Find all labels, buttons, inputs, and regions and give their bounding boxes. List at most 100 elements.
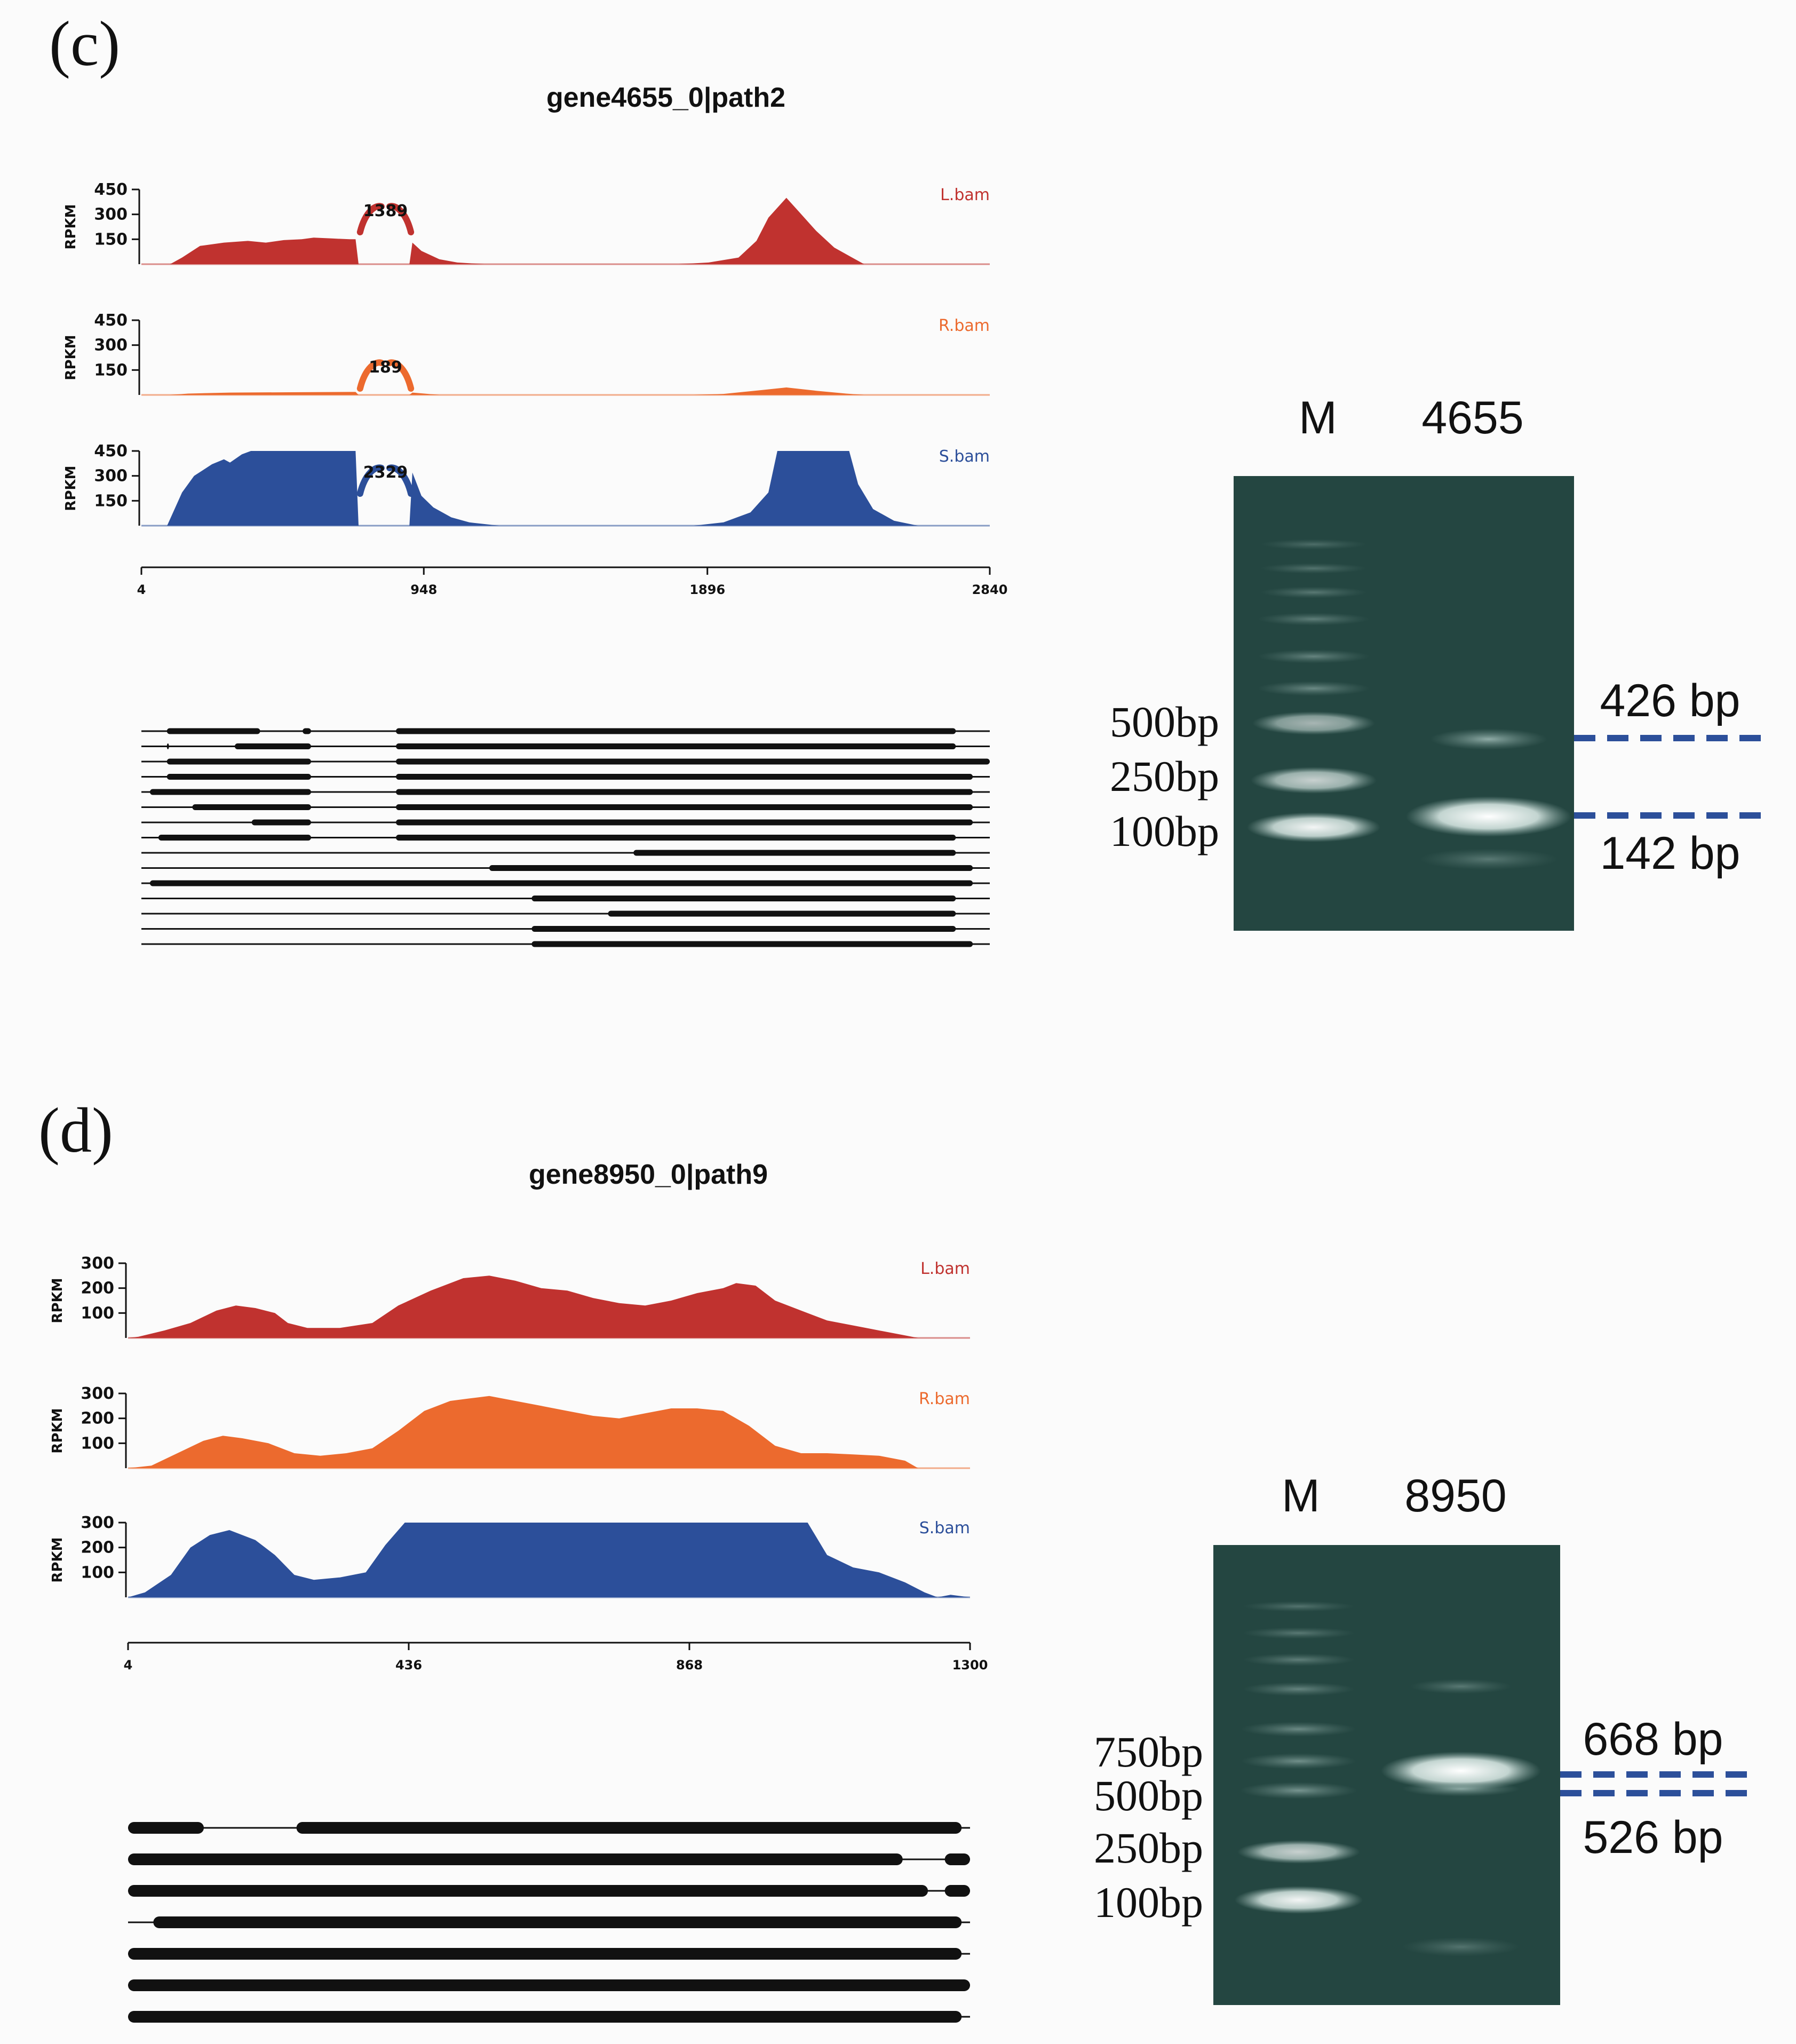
isoform-model	[141, 880, 990, 886]
exon-block	[149, 880, 973, 886]
panel-d: (d) gene8950_0|path9 300200100RPKML.bam3…	[38, 1095, 1755, 2023]
sample-band-faint	[1410, 1679, 1512, 1694]
isoform-model	[128, 1916, 970, 1928]
marker-label: 250bp	[1110, 752, 1219, 801]
exon-block	[489, 865, 973, 871]
band-size-label: 526 bp	[1583, 1812, 1723, 1863]
coverage-area	[141, 387, 990, 395]
exon-block	[128, 2011, 962, 2023]
y-axis-label: RPKM	[63, 204, 79, 249]
exon-block	[531, 896, 956, 901]
exon-block	[396, 774, 973, 780]
marker-label: 250bp	[1094, 1824, 1203, 1872]
exon-block	[296, 1822, 962, 1834]
genomic-x-axis: 4 436 868 1300	[124, 1642, 988, 1673]
y-tick-label: 300	[81, 1254, 114, 1273]
isoform-structures	[128, 1822, 970, 2023]
panel-c: (c) gene4655_0|path2 450 300 150 RPKM L.bam 1…	[49, 8, 1766, 947]
ladder-band	[1247, 812, 1380, 842]
x-tick-label: 1300	[952, 1658, 988, 1673]
band-size-label: 426 bp	[1600, 675, 1740, 726]
genomic-x-axis: 4 948 1896 2840	[137, 566, 1007, 597]
coverage-area	[128, 1523, 970, 1597]
y-tick-label: 450	[94, 442, 128, 461]
isoform-model	[141, 896, 990, 901]
band-size-label: 668 bp	[1583, 1714, 1723, 1765]
x-tick-label: 868	[676, 1658, 703, 1673]
exon-block	[128, 1885, 928, 1897]
y-axis-label: RPKM	[50, 1537, 66, 1582]
exon-block	[396, 835, 956, 841]
ladder-band	[1241, 1753, 1356, 1769]
y-axis-label: RPKM	[50, 1408, 66, 1453]
exon-block	[192, 804, 311, 810]
y-tick-label: 150	[94, 361, 128, 379]
y-tick-label: 150	[94, 492, 128, 510]
exon-block	[396, 728, 956, 734]
ladder-bands	[1235, 1601, 1363, 1914]
gel-panel: M 4655 500bp 250bp 100bp	[1110, 392, 1766, 931]
sample-band-142bp	[1406, 796, 1571, 837]
track-name: S.bam	[939, 447, 990, 466]
y-tick-label: 450	[94, 311, 128, 330]
ladder-band	[1243, 1627, 1355, 1639]
ladder-band	[1260, 563, 1367, 574]
plot-title: gene4655_0|path2	[546, 82, 785, 113]
ladder-band	[1258, 681, 1370, 696]
coverage-area	[141, 451, 990, 526]
exon-block	[128, 1822, 204, 1834]
sample-band-668bp	[1381, 1752, 1541, 1790]
exon-block	[128, 1979, 970, 1991]
isoform-model	[141, 926, 990, 932]
isoform-model	[128, 1979, 970, 1991]
track-name: R.bam	[939, 316, 990, 335]
y-tick-label: 100	[81, 1563, 114, 1582]
marker-label: 100bp	[1094, 1878, 1203, 1927]
y-tick-label: 150	[94, 230, 128, 249]
ladder-band	[1260, 587, 1367, 598]
isoform-structures	[141, 728, 990, 947]
coverage-track: 450 300 150 RPKM L.bam 1389	[63, 180, 990, 265]
coverage-area	[128, 1275, 970, 1338]
exon-block	[633, 850, 956, 856]
isoform-model	[141, 850, 990, 856]
coverage-track: 300 200 100 RPKM S.bam	[50, 1514, 970, 1598]
x-tick-label: 4	[124, 1658, 133, 1673]
ladder-band	[1240, 1782, 1357, 1799]
gel-header-sample: 8950	[1404, 1470, 1506, 1522]
gel-header-sample: 4655	[1421, 392, 1523, 443]
y-axis-label: RPKM	[63, 465, 79, 511]
junction-arc	[356, 203, 385, 235]
junction-arc	[356, 359, 385, 392]
junction-arc	[356, 464, 385, 497]
y-axis-label: RPKM	[63, 335, 79, 380]
ladder-band	[1252, 711, 1375, 735]
ladder-band	[1235, 1886, 1363, 1914]
ladder-band	[1258, 613, 1370, 625]
junction-arc	[386, 359, 415, 392]
junction-arc	[386, 464, 415, 497]
coverage-area	[128, 1396, 970, 1468]
gel-panel: M 8950 750bp 500bp 250bp	[1094, 1470, 1755, 2005]
ladder-band	[1243, 1682, 1355, 1696]
isoform-model	[141, 728, 990, 734]
track-name: L.bam	[940, 186, 990, 204]
exon-block	[944, 1885, 970, 1897]
sample-band-faint	[1402, 1937, 1520, 1956]
isoform-model	[141, 941, 990, 947]
track-name: S.bam	[919, 1519, 970, 1538]
isoform-model	[128, 1822, 970, 1834]
isoform-model	[141, 743, 990, 749]
isoform-model	[141, 910, 990, 917]
sample-band-526bp	[1402, 1781, 1520, 1796]
ladder-band	[1243, 1653, 1355, 1666]
ladder-band	[1260, 539, 1367, 550]
marker-label: 500bp	[1094, 1771, 1203, 1820]
panel-label: (c)	[49, 8, 120, 79]
y-tick-label: 200	[81, 1539, 114, 1557]
isoform-model	[128, 1948, 970, 1960]
isoform-model	[141, 865, 990, 871]
junction-count: 189	[369, 358, 402, 377]
sample-band-faint	[1419, 849, 1558, 870]
exon-block	[166, 743, 169, 749]
